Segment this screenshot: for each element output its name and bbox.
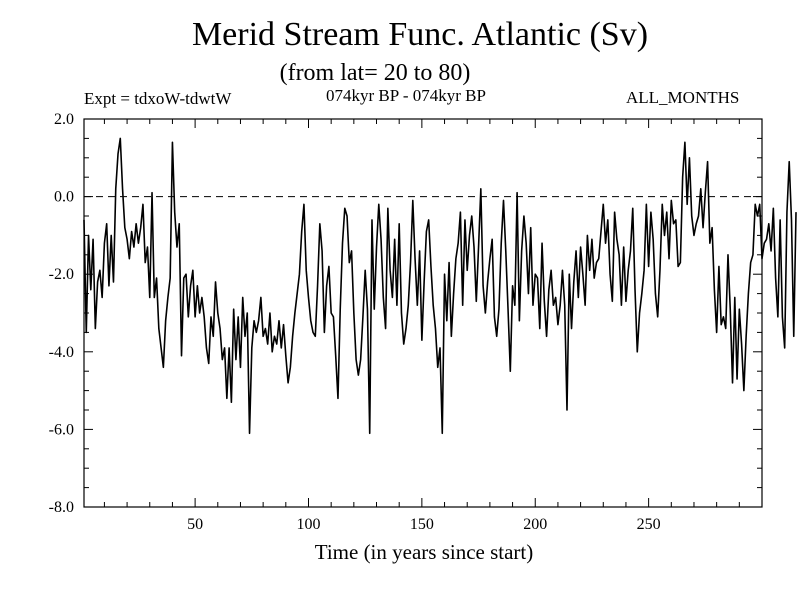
chart-subtitle: (from lat= 20 to 80) (279, 60, 471, 86)
y-tick-label: -8.0 (49, 499, 74, 516)
x-tick-label: 100 (296, 516, 320, 533)
y-tick-label: -2.0 (49, 266, 74, 283)
axis-ticks (84, 118, 762, 508)
y-tick-label: 2.0 (54, 111, 74, 128)
x-tick-label: 50 (187, 516, 203, 533)
x-axis-label: Time (in years since start) (314, 540, 534, 564)
y-tick-label: 0.0 (54, 189, 74, 206)
plot-frame (83, 118, 763, 508)
x-tick-label: 150 (410, 516, 434, 533)
axis-tick-labels: 50 100 150 200 250 2.0 0.0 -2.0 -4.0 -6.0 -8.0 (49, 111, 661, 533)
chart-title: Merid Stream Func. Atlantic (Sv) (191, 16, 649, 53)
experiment-label: Expt = tdxoW-tdwtW (84, 89, 232, 108)
months-label: ALL_MONTHS (626, 88, 740, 107)
x-tick-label: 250 (637, 516, 661, 533)
period-label: 074kyr BP - 074kyr BP (326, 86, 486, 105)
y-tick-label: -4.0 (49, 344, 74, 361)
series-line (83, 137, 797, 435)
y-tick-label: -6.0 (49, 421, 74, 438)
x-tick-label: 200 (523, 516, 547, 533)
